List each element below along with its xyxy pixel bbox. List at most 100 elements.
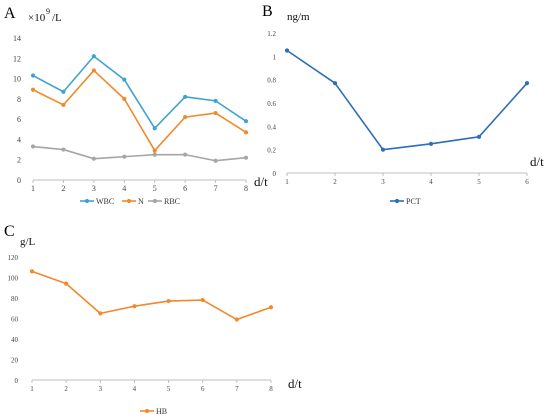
chart-b-y-tick-label: 0.6 bbox=[267, 100, 276, 108]
legend-hb-marker bbox=[144, 408, 150, 414]
chart-a-x-tick-label: 4 bbox=[122, 184, 126, 193]
panel-b-xunit: d/t bbox=[530, 154, 544, 169]
series-n-line bbox=[32, 69, 247, 152]
chart-b-x-tick-label: 2 bbox=[333, 178, 337, 186]
chart-a-x-tick-label: 3 bbox=[92, 184, 96, 193]
series-pct-point bbox=[524, 81, 530, 86]
chart-c-y-tick-label: 60 bbox=[11, 316, 19, 324]
chart-a-x-tick-label: 7 bbox=[214, 184, 218, 193]
series-wbc-point bbox=[213, 98, 218, 103]
panel-b-letter: B bbox=[262, 3, 273, 20]
chart-a-y-tick-label: 14 bbox=[13, 34, 21, 43]
series-wbc-point bbox=[30, 73, 36, 78]
panel-c-unit: g/L bbox=[20, 236, 36, 248]
legend-pct-marker bbox=[394, 198, 400, 204]
chart-c-y-tick-label: 0 bbox=[15, 377, 19, 385]
series-n-point bbox=[122, 96, 127, 101]
series-pct-point bbox=[284, 48, 290, 53]
series-wbc-point bbox=[183, 94, 188, 99]
series-hb-point bbox=[98, 311, 103, 316]
panel-a-unit-exp: 9 bbox=[46, 7, 50, 16]
series-n-point bbox=[30, 87, 36, 92]
series-n-point bbox=[152, 148, 157, 153]
chart-a-x-tick-label: 5 bbox=[153, 184, 157, 193]
legend-wbc-marker bbox=[84, 198, 90, 204]
series-pct-point bbox=[380, 147, 386, 152]
series-rbc-point bbox=[243, 155, 249, 160]
series-rbc-point bbox=[213, 158, 218, 163]
series-rbc-point bbox=[30, 144, 36, 149]
chart-c-y-tick-label: 80 bbox=[11, 295, 19, 303]
series-wbc-point bbox=[243, 119, 249, 124]
chart-c-x-tick-label: 7 bbox=[235, 385, 239, 393]
chart-b-y-tick-label: 1 bbox=[273, 53, 277, 61]
chart-b-y-tick-label: 0.2 bbox=[267, 147, 276, 155]
panel-a-letter: A bbox=[4, 5, 16, 22]
series-wbc-point bbox=[152, 126, 157, 131]
panel-a-unit-suffix: /L bbox=[52, 12, 62, 24]
series-rbc-point bbox=[183, 152, 188, 157]
chart-b-x-tick-label: 3 bbox=[381, 178, 385, 186]
panel-b-unit: ng/m bbox=[287, 11, 310, 23]
series-rbc-point bbox=[152, 152, 157, 157]
series-rbc-point bbox=[122, 154, 127, 159]
chart-b-y-tick-label: 0 bbox=[273, 170, 277, 178]
chart-c-x-tick-label: 8 bbox=[269, 385, 273, 393]
chart-a-y-tick-label: 6 bbox=[17, 115, 21, 124]
chart-a-y-tick-label: 12 bbox=[13, 54, 21, 63]
panel-c-letter: C bbox=[4, 223, 15, 240]
series-hb-point bbox=[234, 317, 239, 322]
chart-b-x-tick-label: 5 bbox=[477, 178, 481, 186]
chart-b: 0 0.2 0.4 0.6 0.8 1 1.2 1 2 3 4 5 6 PCT bbox=[267, 30, 529, 206]
series-n-point bbox=[91, 68, 96, 73]
chart-b-x-tick-label: 4 bbox=[429, 178, 433, 186]
series-rbc-point bbox=[61, 147, 66, 152]
chart-a-y-tick-label: 0 bbox=[17, 176, 21, 185]
chart-a-x-tick-label: 6 bbox=[183, 184, 187, 193]
chart-a-x-tick-label: 8 bbox=[244, 184, 248, 193]
chart-a-x-tick-label: 1 bbox=[31, 184, 35, 193]
legend-pct-label: PCT bbox=[406, 197, 421, 206]
chart-b-x-tick-label: 1 bbox=[285, 178, 289, 186]
chart-a-y-tick-label: 2 bbox=[17, 156, 21, 165]
legend-rbc-label: RBC bbox=[164, 197, 180, 206]
panel-a-xunit: d/t bbox=[254, 174, 268, 189]
panel-a-unit-prefix: ×10 bbox=[28, 12, 46, 24]
chart-c-y-tick-label: 120 bbox=[8, 254, 19, 262]
series-hb-point bbox=[29, 269, 35, 274]
series-wbc-point bbox=[61, 89, 66, 94]
chart-b-y-tick-label: 0.8 bbox=[267, 77, 276, 85]
chart-c-x-tick-label: 5 bbox=[167, 385, 171, 393]
series-wbc-line bbox=[32, 55, 247, 130]
series-hb-point bbox=[166, 298, 171, 304]
chart-a-y-tick-label: 10 bbox=[13, 75, 21, 84]
legend-rbc-marker bbox=[152, 198, 158, 204]
series-hb-point bbox=[64, 281, 69, 286]
series-n-point bbox=[61, 102, 66, 108]
chart-c-x-tick-label: 2 bbox=[64, 385, 68, 393]
chart-c-x-tick-label: 1 bbox=[30, 385, 34, 393]
chart-a-y-tick-label: 8 bbox=[17, 95, 21, 104]
series-pct-point bbox=[476, 134, 482, 139]
chart-c-y-tick-label: 100 bbox=[8, 275, 19, 283]
panel-c-xunit: d/t bbox=[288, 376, 302, 391]
chart-c-x-tick-label: 4 bbox=[133, 385, 137, 393]
chart-a-y-tick-label: 4 bbox=[17, 135, 21, 144]
series-wbc-point bbox=[122, 77, 127, 82]
chart-b-y-tick-label: 1.2 bbox=[267, 30, 276, 38]
chart-a-x-tick-label: 2 bbox=[61, 184, 65, 193]
series-rbc-line bbox=[32, 145, 247, 162]
series-pct-line bbox=[286, 49, 528, 151]
chart-c-y-tick-label: 20 bbox=[11, 357, 19, 365]
series-n-point bbox=[243, 130, 249, 135]
series-hb-line bbox=[31, 270, 272, 321]
series-hb-point bbox=[132, 304, 137, 309]
legend-hb-label: HB bbox=[156, 407, 167, 416]
series-hb-point bbox=[268, 305, 274, 310]
series-rbc-point bbox=[91, 156, 96, 161]
series-n-point bbox=[213, 110, 218, 116]
series-pct-point bbox=[428, 141, 434, 146]
